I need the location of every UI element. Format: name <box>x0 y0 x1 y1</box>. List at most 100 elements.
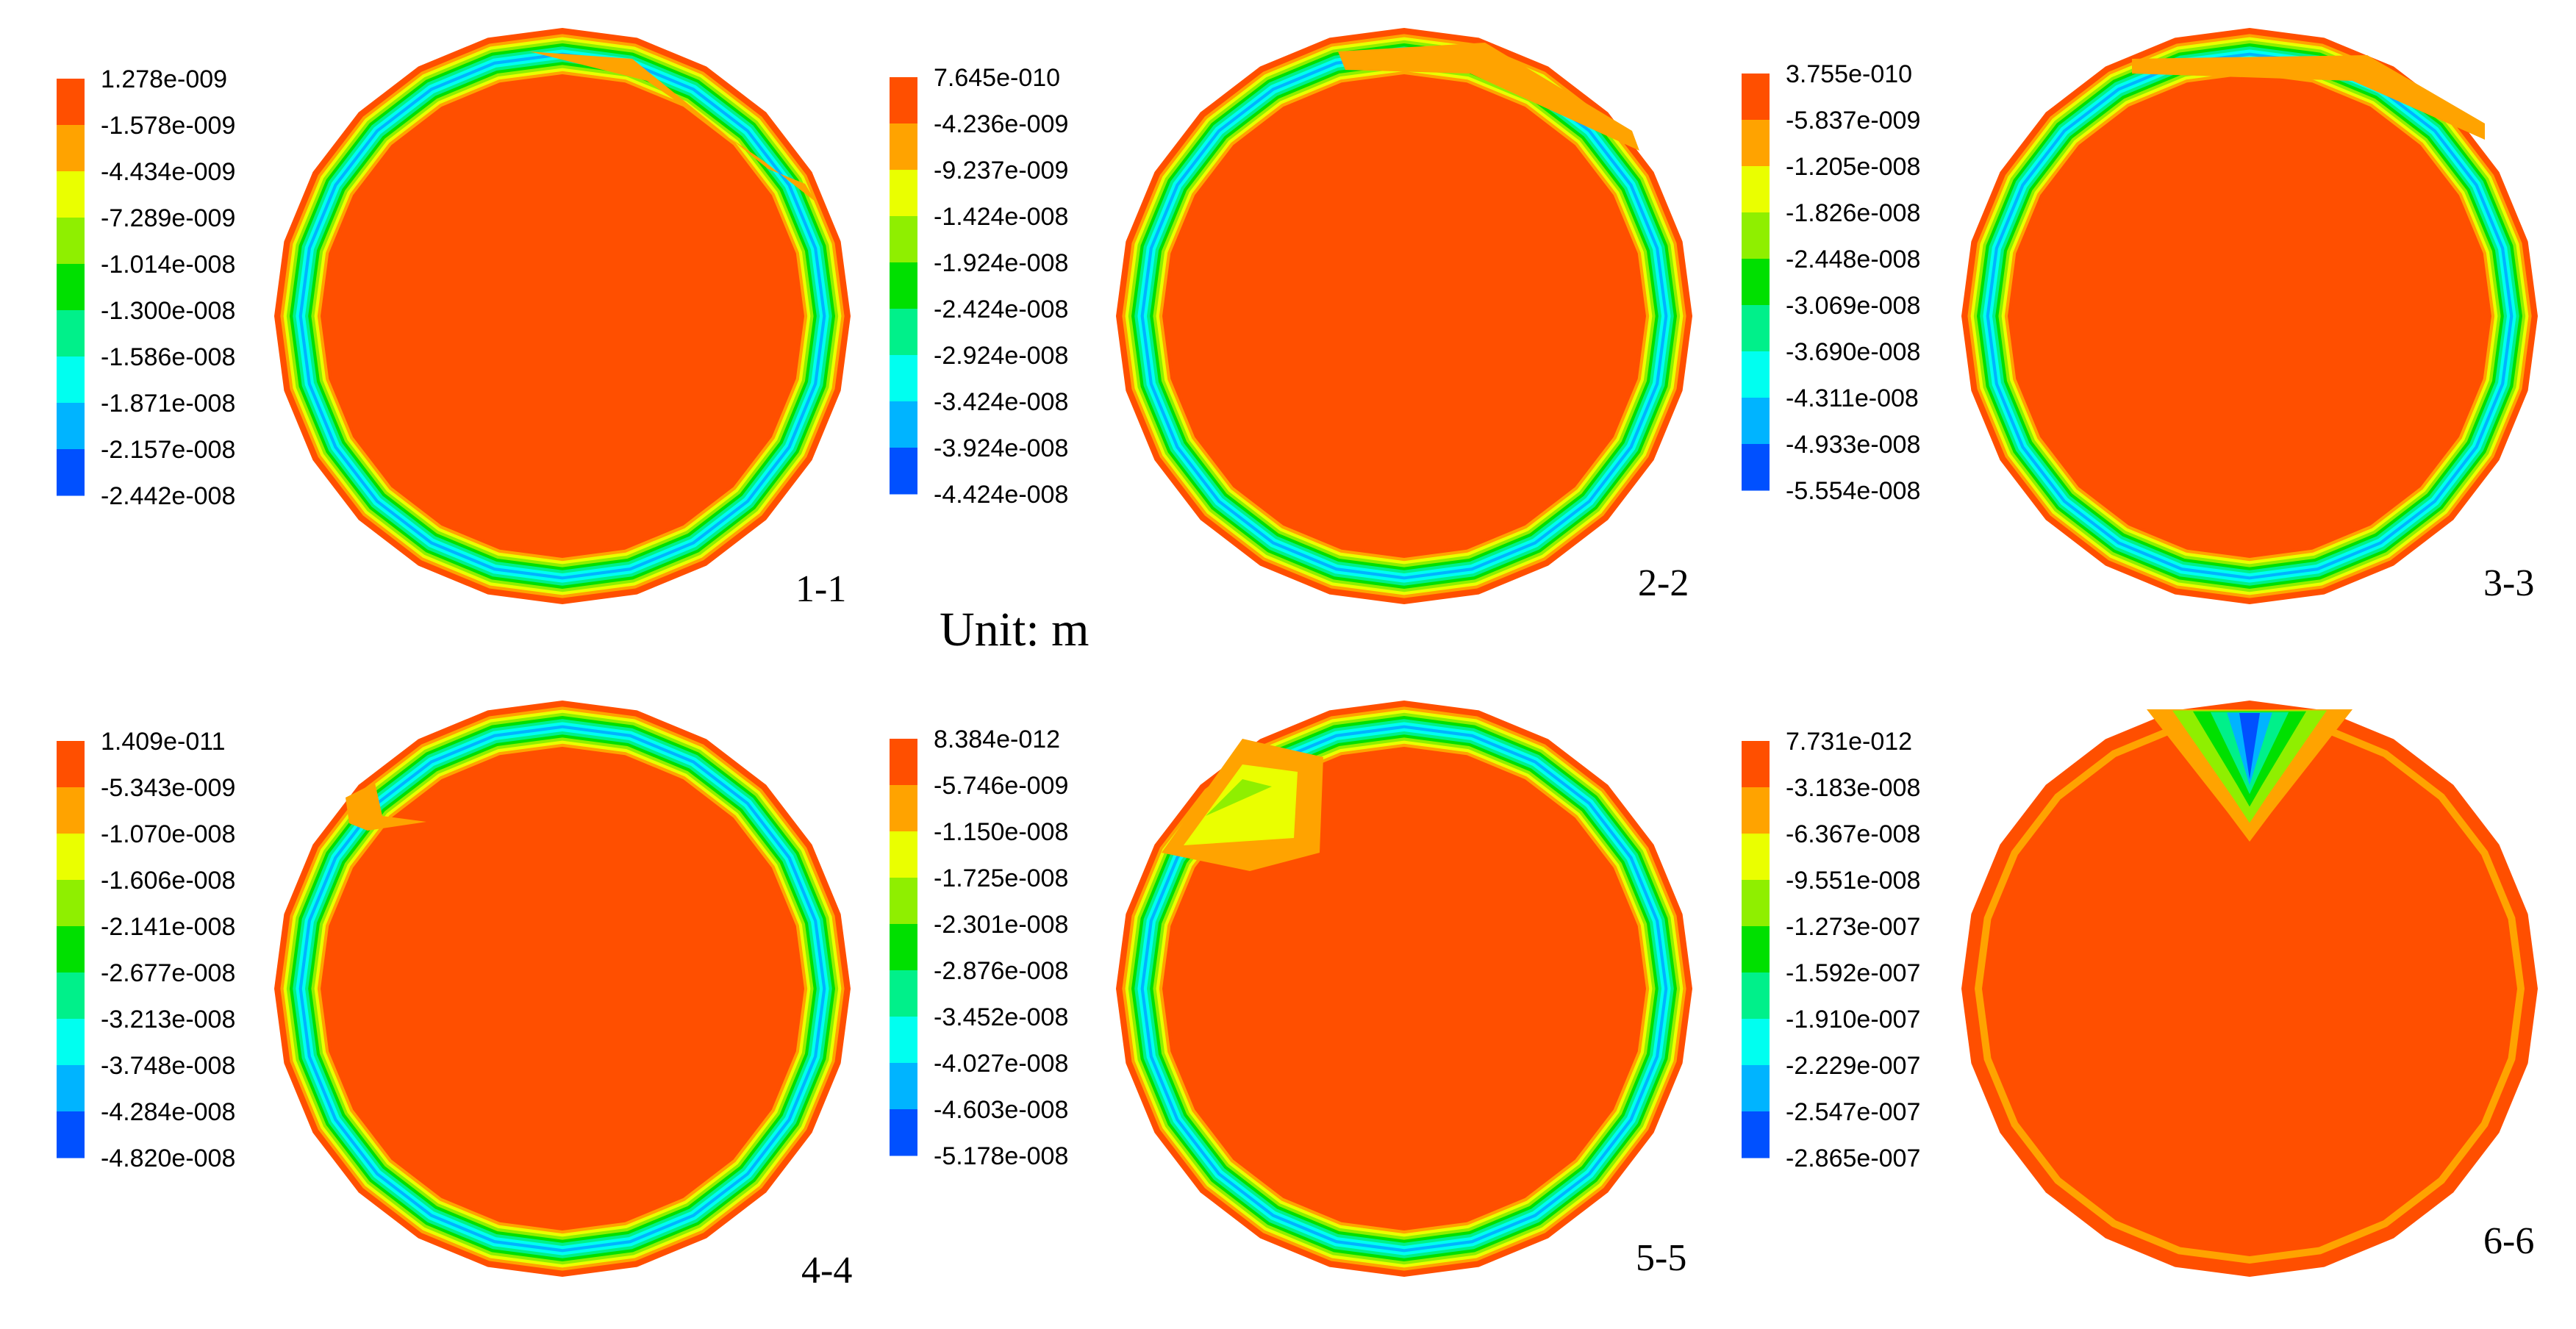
section-label: 6-6 <box>2483 1220 2534 1262</box>
legend-swatch <box>890 1109 917 1156</box>
legend-swatch <box>57 403 85 450</box>
legend-value: -1.924e-008 <box>934 249 1068 277</box>
legend-swatch <box>1742 834 1770 881</box>
legend-1-1: 1.278e-009 -1.578e-009 -4.434e-009 -7.28… <box>57 65 235 510</box>
legend-swatch <box>57 79 85 126</box>
legend-swatch <box>890 262 917 309</box>
legend-swatch <box>57 449 85 496</box>
legend-swatch <box>57 741 85 788</box>
legend-swatch <box>57 1065 85 1112</box>
legend-value: -7.289e-009 <box>101 204 235 232</box>
legend-value: -1.871e-008 <box>101 390 235 418</box>
legend-swatch <box>1742 259 1770 306</box>
legend-swatch <box>1742 741 1770 788</box>
section-label: 4-4 <box>801 1250 852 1292</box>
section-label: 2-2 <box>1638 562 1689 604</box>
contour-section-1-1 <box>274 28 851 604</box>
legend-value: -4.236e-009 <box>934 110 1068 138</box>
contour-feature <box>1206 779 1272 816</box>
legend-swatch <box>890 1063 917 1110</box>
legend-swatch <box>57 218 85 265</box>
legend-value: -1.070e-008 <box>101 820 235 848</box>
unit-label: Unit: m <box>940 603 1090 656</box>
contour-feature <box>1338 43 1639 151</box>
legend-swatch <box>890 739 917 786</box>
legend-value: -2.141e-008 <box>101 913 235 941</box>
legend-value: -3.424e-008 <box>934 388 1068 416</box>
contour-feature <box>2132 55 2485 140</box>
legend-value: -4.434e-009 <box>101 158 235 186</box>
legend-5-5: 8.384e-012 -5.746e-009 -1.150e-008 -1.72… <box>890 726 1068 1170</box>
legend-value: -3.452e-008 <box>934 1003 1068 1031</box>
legend-value: -1.424e-008 <box>934 203 1068 231</box>
legend-value: -9.551e-008 <box>1786 867 1920 895</box>
panel-2-2: 7.645e-010 -4.236e-009 -9.237e-009 -1.42… <box>890 28 1692 604</box>
legend-value: -4.027e-008 <box>934 1050 1068 1078</box>
legend-swatch <box>890 77 917 124</box>
contour-section-2-2 <box>1116 28 1692 604</box>
legend-value: -4.424e-008 <box>934 481 1068 509</box>
legend-value: -3.069e-008 <box>1786 292 1920 320</box>
legend-swatch <box>890 123 917 171</box>
legend-swatch <box>890 831 917 878</box>
legend-6-6: 7.731e-012 -3.183e-008 -6.367e-008 -9.55… <box>1742 728 1920 1172</box>
legend-value: 7.731e-012 <box>1786 728 1912 756</box>
section-label: 3-3 <box>2483 562 2534 604</box>
legend-swatch <box>1742 787 1770 834</box>
legend-value: -2.876e-008 <box>934 957 1068 985</box>
legend-value: -1.205e-008 <box>1786 153 1920 181</box>
legend-swatch <box>1742 972 1770 1020</box>
legend-value: -2.442e-008 <box>101 482 235 510</box>
legend-swatch <box>890 970 917 1017</box>
contour-wedge <box>2239 713 2260 779</box>
legend-value: -3.213e-008 <box>101 1006 235 1034</box>
legend-value: -2.229e-007 <box>1786 1052 1920 1080</box>
legend-swatch <box>57 926 85 973</box>
legend-swatch <box>57 357 85 404</box>
legend-value: -3.924e-008 <box>934 434 1068 462</box>
legend-value: -3.183e-008 <box>1786 774 1920 802</box>
contour-core <box>323 77 801 555</box>
legend-swatch <box>890 309 917 356</box>
contour-section-4-4 <box>274 701 851 1277</box>
legend-swatch <box>1742 926 1770 973</box>
legend-swatch <box>890 170 917 217</box>
legend-value: -1.910e-007 <box>1786 1006 1920 1034</box>
legend-swatch <box>57 125 85 172</box>
legend-swatch <box>890 785 917 832</box>
legend-value: -2.677e-008 <box>101 959 235 987</box>
legend-value: -6.367e-008 <box>1786 820 1920 848</box>
legend-value: -4.933e-008 <box>1786 431 1920 459</box>
legend-swatch <box>890 878 917 925</box>
legend-swatch <box>890 401 917 448</box>
section-label: 5-5 <box>1636 1237 1686 1279</box>
legend-value: -3.690e-008 <box>1786 338 1920 366</box>
legend-value: 1.409e-011 <box>101 728 226 756</box>
legend-swatch <box>1742 880 1770 927</box>
legend-value: -4.820e-008 <box>101 1144 235 1172</box>
legend-value: -1.826e-008 <box>1786 199 1920 227</box>
legend-value: -1.273e-007 <box>1786 913 1920 941</box>
legend-value: 8.384e-012 <box>934 726 1060 753</box>
legend-value: -2.865e-007 <box>1786 1144 1920 1172</box>
legend-value: 7.645e-010 <box>934 64 1060 92</box>
legend-4-4: 1.409e-011 -5.343e-009 -1.070e-008 -1.60… <box>57 728 235 1172</box>
legend-value: -1.586e-008 <box>101 343 235 371</box>
legend-swatch <box>1742 1065 1770 1112</box>
legend-value: -5.746e-009 <box>934 772 1068 800</box>
contour-core <box>2011 77 2489 555</box>
legend-swatch <box>1742 305 1770 352</box>
legend-swatch <box>890 924 917 971</box>
legend-swatch <box>890 216 917 263</box>
panel-4-4: 1.409e-011 -5.343e-009 -1.070e-008 -1.60… <box>57 701 852 1292</box>
contour-section-3-3 <box>1961 28 2538 604</box>
section-label: 1-1 <box>795 568 846 610</box>
legend-swatch <box>1742 398 1770 445</box>
legend-value: -9.237e-009 <box>934 157 1068 185</box>
legend-value: -1.592e-007 <box>1786 959 1920 987</box>
legend-swatch <box>57 787 85 834</box>
legend-value: -2.424e-008 <box>934 295 1068 323</box>
panel-1-1: 1.278e-009 -1.578e-009 -4.434e-009 -7.28… <box>57 28 851 610</box>
contour-core <box>1165 750 1643 1228</box>
legend-swatch <box>890 1017 917 1064</box>
